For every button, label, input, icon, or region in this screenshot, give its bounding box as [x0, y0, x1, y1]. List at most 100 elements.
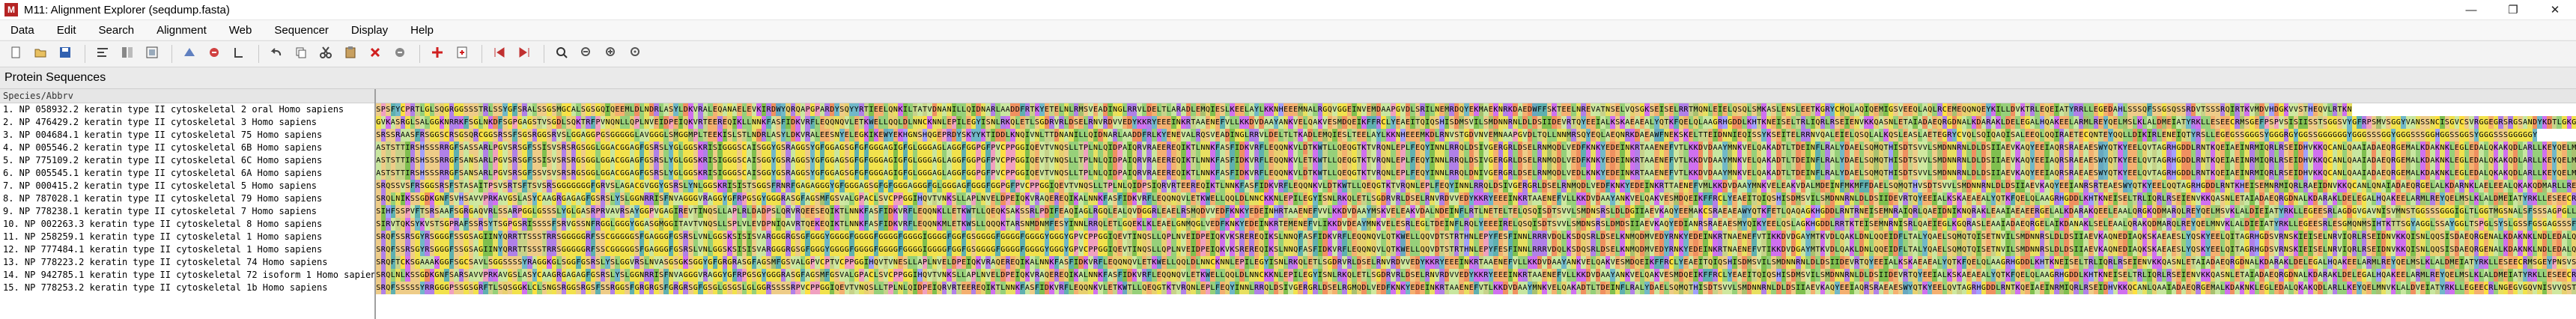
residue-cell[interactable]: Y [2122, 142, 2128, 154]
residue-cell[interactable]: I [2293, 154, 2299, 167]
residue-cell[interactable]: G [595, 103, 601, 116]
residue-cell[interactable]: K [2064, 205, 2069, 218]
residue-cell[interactable]: I [1629, 218, 1635, 231]
residue-cell[interactable]: G [922, 154, 928, 167]
residue-cell[interactable]: Q [1976, 103, 1981, 116]
residue-cell[interactable]: G [625, 167, 630, 180]
minimize-button[interactable]: — [2465, 3, 2477, 16]
residue-cell[interactable]: S [2420, 116, 2425, 129]
residue-cell[interactable]: L [1327, 205, 1333, 218]
residue-cell[interactable]: V [2196, 192, 2201, 205]
residue-cell[interactable]: S [2411, 129, 2416, 142]
residue-cell[interactable]: E [1468, 103, 1474, 116]
residue-cell[interactable]: E [2103, 205, 2109, 218]
residue-cell[interactable]: A [1917, 116, 1923, 129]
residue-cell[interactable]: I [708, 167, 713, 180]
residue-cell[interactable]: K [1244, 116, 1250, 129]
residue-cell[interactable]: D [1829, 205, 1835, 218]
residue-cell[interactable]: R [483, 142, 488, 154]
residue-cell[interactable]: S [1913, 154, 1918, 167]
residue-cell[interactable]: S [415, 116, 420, 129]
residue-cell[interactable]: T [1527, 192, 1533, 205]
residue-cell[interactable]: F [1410, 154, 1415, 167]
residue-cell[interactable]: G [580, 180, 586, 192]
residue-cell[interactable]: I [1781, 129, 1787, 142]
residue-cell[interactable]: N [2508, 205, 2513, 218]
residue-cell[interactable]: V [1210, 129, 1215, 142]
residue-cell[interactable]: P [1030, 180, 1035, 192]
residue-cell[interactable]: S [2283, 154, 2289, 167]
residue-cell[interactable]: E [1517, 180, 1523, 192]
residue-cell[interactable]: R [478, 218, 484, 231]
residue-cell[interactable]: L [995, 116, 1000, 129]
residue-cell[interactable]: K [1288, 167, 1293, 180]
residue-cell[interactable]: G [2049, 192, 2055, 205]
residue-cell[interactable]: H [2171, 167, 2177, 180]
residue-cell[interactable]: F [415, 129, 420, 142]
residue-cell[interactable]: E [2098, 205, 2103, 218]
residue-cell[interactable]: F [1259, 154, 1264, 167]
residue-cell[interactable]: K [1361, 154, 1367, 167]
residue-cell[interactable]: T [1903, 116, 1908, 129]
residue-cell[interactable]: V [1371, 167, 1376, 180]
residue-cell[interactable]: A [1166, 205, 1172, 218]
residue-cell[interactable]: A [2083, 154, 2089, 167]
residue-cell[interactable]: L [786, 129, 791, 142]
residue-cell[interactable]: E [1800, 142, 1806, 154]
residue-cell[interactable]: S [1635, 103, 1640, 116]
residue-cell[interactable]: R [2250, 142, 2255, 154]
residue-cell[interactable]: F [878, 180, 884, 192]
residue-cell[interactable]: D [1971, 167, 1977, 180]
residue-cell[interactable]: Q [1668, 205, 1674, 218]
residue-cell[interactable]: S [1591, 218, 1596, 231]
residue-cell[interactable]: I [1024, 154, 1030, 167]
residue-cell[interactable]: G [586, 180, 591, 192]
residue-cell[interactable]: F [854, 167, 860, 180]
residue-cell[interactable]: R [1503, 103, 1508, 116]
residue-cell[interactable]: F [1815, 154, 1820, 167]
residue-cell[interactable]: S [648, 218, 654, 231]
residue-cell[interactable]: E [1156, 167, 1162, 180]
residue-cell[interactable]: L [532, 205, 538, 218]
residue-cell[interactable]: Q [2512, 180, 2518, 192]
residue-cell[interactable]: G [547, 103, 552, 116]
residue-cell[interactable]: R [522, 103, 527, 116]
residue-cell[interactable]: P [483, 192, 488, 205]
residue-cell[interactable]: E [1249, 205, 1254, 218]
residue-cell[interactable]: R [1131, 103, 1137, 116]
residue-cell[interactable]: F [878, 205, 884, 218]
residue-cell[interactable]: T [1752, 192, 1757, 205]
residue-cell[interactable]: V [1030, 192, 1035, 205]
residue-cell[interactable]: R [556, 192, 562, 205]
residue-cell[interactable]: E [1488, 129, 1494, 142]
residue-cell[interactable]: D [902, 116, 908, 129]
residue-cell[interactable]: V [839, 192, 845, 205]
residue-cell[interactable]: E [2166, 116, 2172, 129]
residue-cell[interactable]: L [2572, 205, 2576, 218]
residue-cell[interactable]: R [2415, 180, 2421, 192]
residue-cell[interactable]: F [639, 167, 645, 180]
residue-cell[interactable]: F [449, 205, 455, 218]
residue-cell[interactable]: R [1713, 192, 1718, 205]
residue-cell[interactable]: M [1459, 116, 1464, 129]
residue-cell[interactable]: A [2357, 180, 2362, 192]
residue-cell[interactable]: L [2078, 192, 2084, 205]
residue-cell[interactable]: R [1566, 116, 1572, 129]
residue-cell[interactable]: S [2269, 116, 2274, 129]
residue-cell[interactable]: Q [1576, 180, 1582, 192]
residue-cell[interactable]: E [1493, 218, 1498, 231]
residue-cell[interactable]: G [922, 167, 928, 180]
residue-cell[interactable]: D [2250, 205, 2255, 218]
residue-cell[interactable]: I [1069, 192, 1074, 205]
residue-cell[interactable]: N [1273, 103, 1279, 116]
residue-cell[interactable]: R [1844, 192, 1850, 205]
residue-cell[interactable]: G [586, 154, 591, 167]
residue-cell[interactable]: P [493, 154, 498, 167]
residue-cell[interactable]: R [1254, 154, 1260, 167]
residue-cell[interactable]: M [1878, 218, 1884, 231]
residue-cell[interactable]: R [512, 142, 517, 154]
residue-cell[interactable]: G [819, 180, 825, 192]
residue-cell[interactable]: E [1161, 167, 1167, 180]
residue-cell[interactable]: A [932, 142, 938, 154]
residue-cell[interactable]: Q [1659, 116, 1665, 129]
